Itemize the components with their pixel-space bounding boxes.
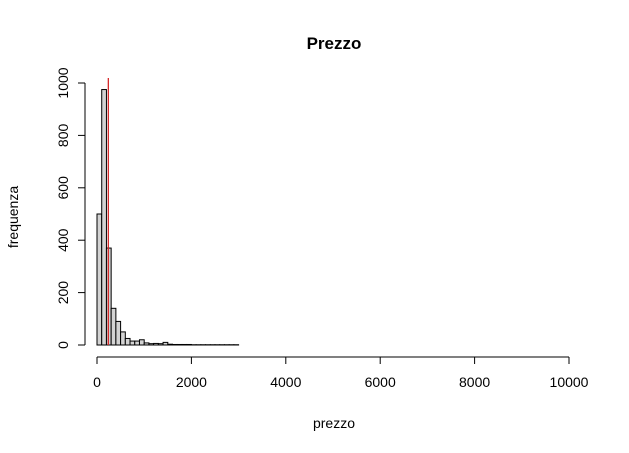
histogram-bar <box>162 341 169 346</box>
x-axis: 0 2000 4000 6000 8000 10000 <box>93 356 589 390</box>
histogram-bar <box>101 89 107 346</box>
histogram-bar <box>148 343 155 346</box>
histogram-bar <box>167 343 174 346</box>
y-tick-label: 800 <box>55 124 71 148</box>
histogram-bar <box>124 337 131 346</box>
histogram-bar <box>120 331 126 346</box>
histogram-bar <box>138 339 145 346</box>
y-tick-label: 600 <box>55 176 71 200</box>
x-tick-label: 8000 <box>459 374 490 390</box>
histogram-bar <box>186 343 192 346</box>
x-tick-label: 10000 <box>550 374 589 390</box>
histogram-bar <box>181 343 188 346</box>
y-tick-label: 0 <box>55 341 71 349</box>
histogram-bar <box>143 342 150 346</box>
histogram-bars <box>96 89 240 346</box>
x-tick-label: 4000 <box>270 374 301 390</box>
histogram-bar <box>172 343 178 346</box>
x-tick-label: 6000 <box>365 374 396 390</box>
y-axis: 0 200 400 600 800 1000 <box>55 67 86 349</box>
y-axis-label: frequenza <box>5 186 21 248</box>
x-axis-label: prezzo <box>313 415 355 431</box>
histogram-bar <box>157 343 164 346</box>
x-tick-label: 2000 <box>176 374 207 390</box>
histogram-bar <box>153 342 159 346</box>
chart-title: Prezzo <box>307 34 362 53</box>
y-tick-label: 400 <box>55 228 71 252</box>
histogram-bar <box>110 307 117 346</box>
histogram-bar <box>115 320 122 346</box>
x-tick-label: 0 <box>93 374 101 390</box>
y-tick-label: 200 <box>55 281 71 305</box>
histogram-bar <box>96 213 103 346</box>
y-tick-label: 1000 <box>55 67 71 98</box>
histogram-bar <box>134 340 140 346</box>
histogram-bar <box>129 340 136 346</box>
histogram-bar <box>176 343 183 346</box>
